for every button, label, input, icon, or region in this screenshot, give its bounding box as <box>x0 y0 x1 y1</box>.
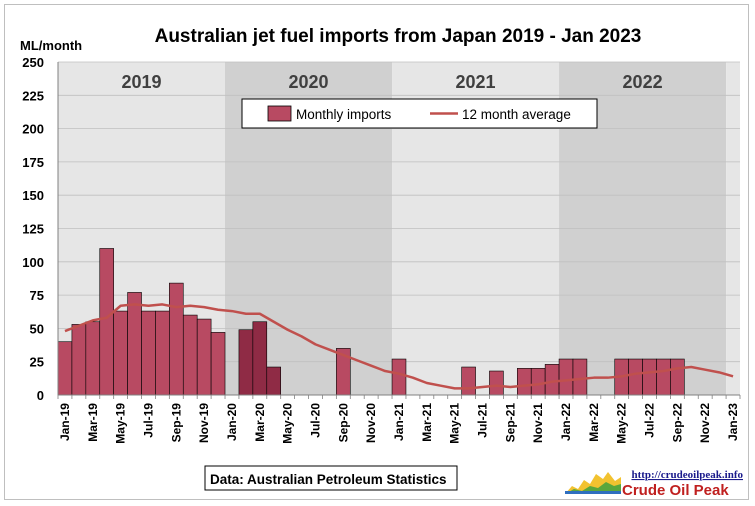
bar-Feb-20 <box>238 329 254 396</box>
axes <box>57 62 741 399</box>
y-tick-label: 175 <box>22 155 44 170</box>
x-tick-label: May-20 <box>281 403 295 444</box>
bar-Aug-22 <box>656 358 671 396</box>
legend: Monthly imports 12 month average <box>241 98 598 129</box>
x-tick-label: Mar-21 <box>420 403 434 442</box>
bar-Jan-19 <box>57 341 73 396</box>
bar-Jun-19 <box>127 292 142 396</box>
y-tick-label: 150 <box>22 188 44 203</box>
y-tick-label: 50 <box>30 321 44 336</box>
y-axis-label: ML/month <box>20 38 82 53</box>
bar-Aug-21 <box>489 370 504 396</box>
bar-Jan-22 <box>558 358 574 396</box>
y-tick-labels: 0 25 50 75 100 125 150 175 200 225 250 <box>22 55 44 403</box>
x-tick-label: Sep-22 <box>670 403 684 443</box>
chart-title: Australian jet fuel imports from Japan 2… <box>155 26 642 47</box>
bar-Feb-22 <box>572 358 588 396</box>
bar-Nov-19 <box>196 318 212 396</box>
crude-oil-peak-logo: http://crudeoilpeak.info Crude Oil Peak <box>565 469 743 499</box>
x-tick-label: Sep-20 <box>336 403 350 443</box>
x-tick-label: Nov-20 <box>364 403 378 443</box>
source-note-text: Data: Australian Petroleum Statistics <box>210 472 447 487</box>
y-tick-label: 25 <box>30 355 44 370</box>
x-tick-label: Jul-22 <box>643 403 657 438</box>
x-tick-label: Jul-19 <box>141 403 155 438</box>
logo-name: Crude Oil Peak <box>622 482 729 499</box>
x-tick-label: Mar-19 <box>86 403 100 442</box>
year-band-label: 2020 <box>289 72 329 92</box>
x-tick-label: Sep-19 <box>169 403 183 443</box>
bar-Mar-20 <box>252 321 268 396</box>
x-tick-label: Jan-19 <box>58 403 72 441</box>
y-tick-label: 225 <box>22 88 44 103</box>
bar-May-19 <box>113 310 128 396</box>
legend-swatch-monthly <box>267 105 292 122</box>
source-note-box <box>204 465 458 491</box>
bar-Nov-21 <box>530 368 546 396</box>
x-tick-label: Mar-20 <box>253 403 267 442</box>
y-tick-label: 125 <box>22 222 44 237</box>
x-tick-label: Jan-22 <box>559 403 573 441</box>
bar-Apr-20 <box>266 366 281 396</box>
bar-Jan-21 <box>391 358 407 396</box>
year-band-label: 2022 <box>623 72 663 92</box>
bar-Jul-19 <box>141 310 156 396</box>
x-tick-label: May-22 <box>615 403 629 444</box>
x-tick-label: Sep-21 <box>503 403 517 443</box>
year-band-label: 2021 <box>456 72 496 92</box>
bar-Dec-21 <box>544 364 560 396</box>
y-tick-label: 100 <box>22 255 44 270</box>
y-tick-label: 0 <box>37 388 44 403</box>
bar-Jun-21 <box>461 366 476 396</box>
x-tick-label: Nov-22 <box>698 403 712 443</box>
average-line <box>64 303 734 390</box>
y-tick-label: 75 <box>30 288 44 303</box>
x-tick-label: Mar-22 <box>587 403 601 442</box>
x-tick-label: Jul-21 <box>476 403 490 438</box>
bar-Oct-21 <box>517 368 532 396</box>
x-tick-label: Nov-19 <box>197 403 211 443</box>
bar-Aug-19 <box>155 310 170 396</box>
logo-graphic <box>565 472 621 494</box>
logo-url: http://crudeoilpeak.info <box>631 469 743 481</box>
bar-Oct-19 <box>182 314 198 396</box>
legend-label-monthly: Monthly imports <box>296 107 392 122</box>
bar-Dec-19 <box>210 332 226 396</box>
source-note: Data: Australian Petroleum Statistics <box>204 465 458 491</box>
bar-Sep-19 <box>169 282 184 396</box>
line-series <box>64 303 734 390</box>
bar-Mar-19 <box>85 321 101 396</box>
year-band-label: 2019 <box>121 72 161 92</box>
x-tick-label: Jul-20 <box>308 403 322 438</box>
bar-Sep-22 <box>670 358 685 396</box>
x-tick-label: May-21 <box>448 403 462 444</box>
x-tick-label: Jan-21 <box>392 403 406 441</box>
legend-label-average: 12 month average <box>462 107 571 122</box>
x-tick-labels: Jan-19 Mar-19 May-19 Jul-19 Sep-19 Nov-19 Jan-… <box>58 403 740 444</box>
bar-Jun-22 <box>628 358 643 396</box>
x-tick-label: Jan-23 <box>726 403 740 441</box>
bar-Feb-19 <box>71 324 87 396</box>
chart-frame <box>4 4 749 500</box>
bar-Jul-22 <box>642 358 657 396</box>
x-tick-label: Jan-20 <box>225 403 239 441</box>
bar-Apr-19 <box>99 248 114 396</box>
y-tick-label: 200 <box>22 122 44 137</box>
legend-box <box>241 98 598 129</box>
y-tick-label: 250 <box>22 55 44 70</box>
x-tick-label: Nov-21 <box>531 403 545 443</box>
x-tick-label: May-19 <box>114 403 128 444</box>
bar-series <box>57 248 685 396</box>
